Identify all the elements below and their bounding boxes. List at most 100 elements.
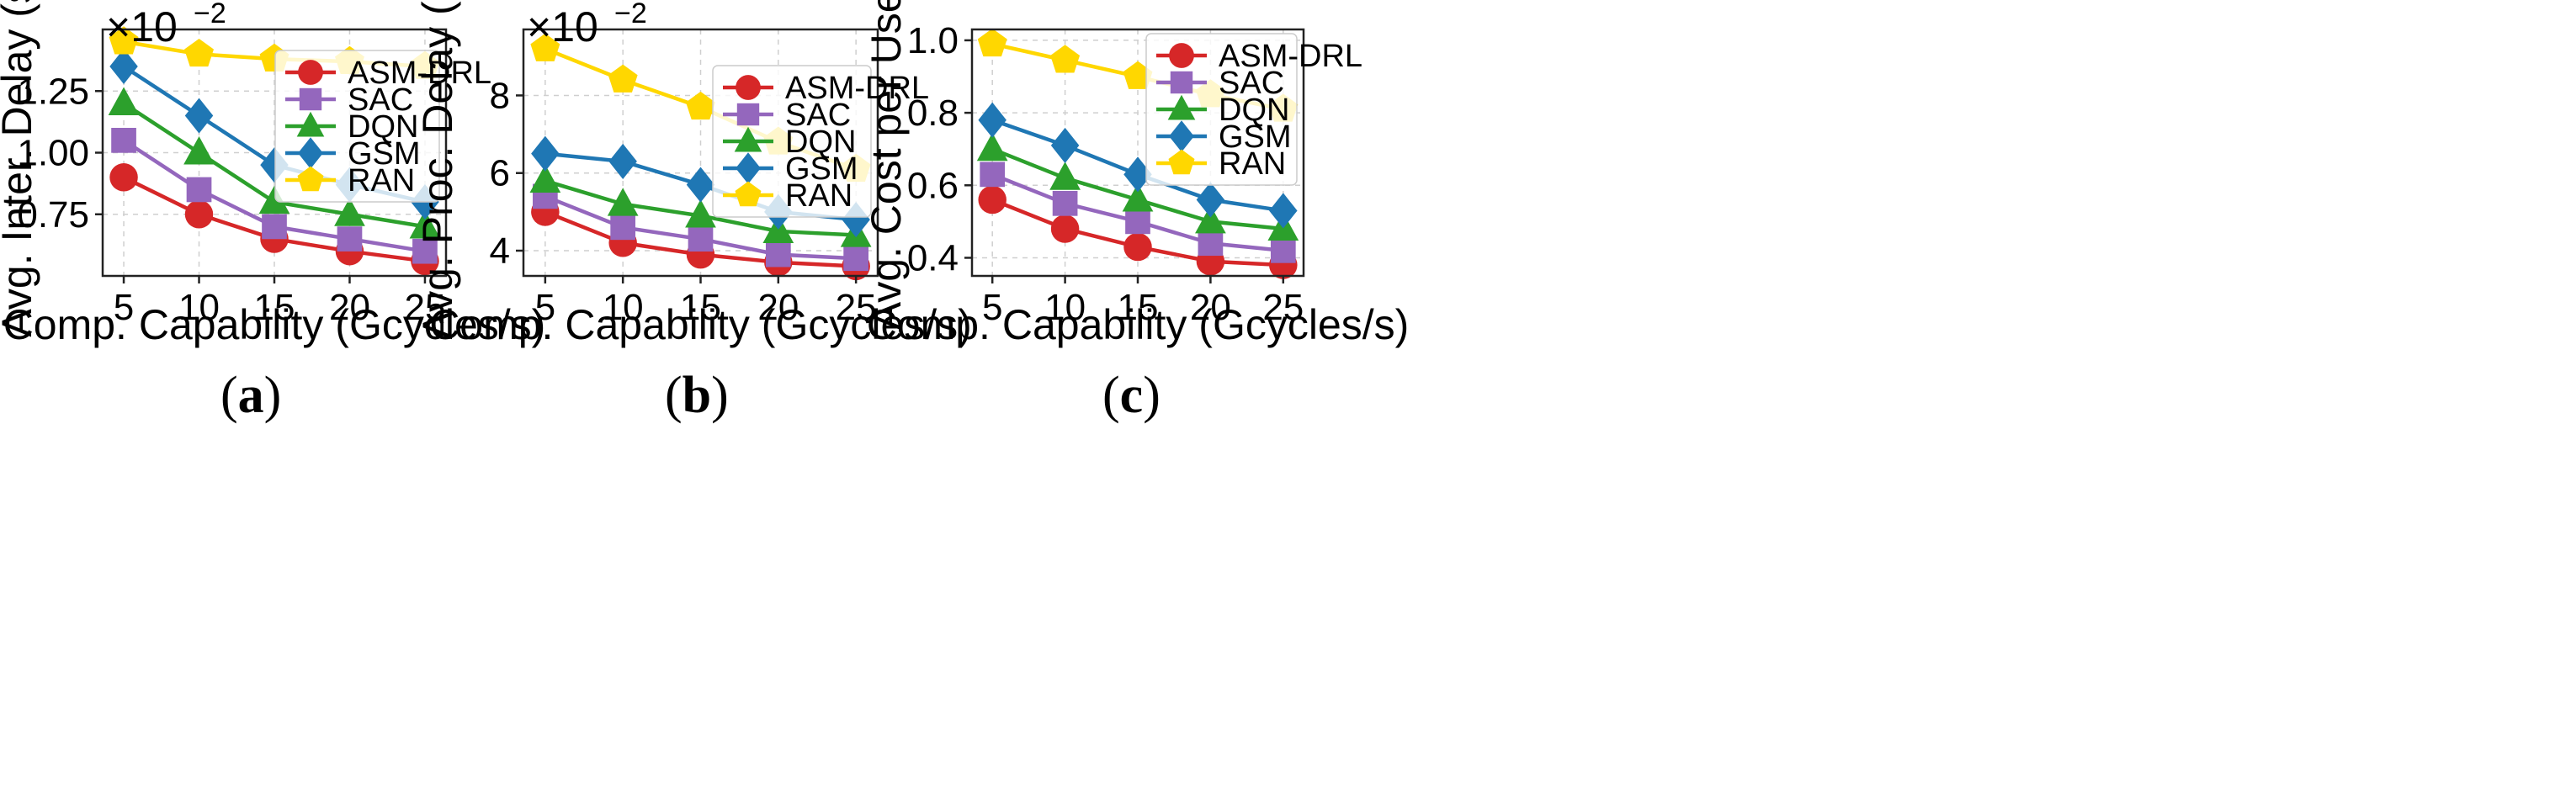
y-axis-multiplier: ×10 bbox=[106, 3, 178, 50]
caption-paren-open: ( bbox=[1102, 367, 1120, 424]
chart-panel-c: 5 10 15 20 25 0.4 0.6 0.8 1.0 Comp. Capability (G… bbox=[863, 0, 1409, 424]
legend-marker-gsm bbox=[1169, 120, 1194, 152]
x-tick-label: 5 bbox=[982, 287, 1002, 328]
legend-label: GSM bbox=[785, 151, 858, 187]
data-point-gsm bbox=[531, 135, 560, 172]
x-tick-label: 5 bbox=[114, 287, 134, 328]
x-tick-label: 15 bbox=[1118, 287, 1159, 328]
y-axis-label: Avg. Inter. Delay (s) bbox=[0, 0, 40, 337]
caption-paren-close: ) bbox=[264, 367, 282, 424]
x-axis-label: Comp. Capability (Gcycles/s) bbox=[867, 301, 1410, 348]
data-point-gsm bbox=[109, 48, 138, 85]
data-point-sac bbox=[980, 162, 1006, 188]
data-point-ran bbox=[530, 33, 560, 61]
x-tick-label: 20 bbox=[757, 287, 799, 328]
data-point-dqn bbox=[1122, 183, 1154, 212]
legend-marker-dqn bbox=[734, 126, 762, 152]
x-tick-label: 25 bbox=[1262, 287, 1304, 328]
data-point-dqn bbox=[976, 132, 1008, 162]
caption-letter: a bbox=[238, 367, 264, 424]
legend-marker-asm-drl bbox=[736, 75, 761, 100]
subfigure-caption: (a) bbox=[220, 367, 281, 424]
y-axis-multiplier-exponent: −2 bbox=[614, 0, 647, 29]
legend-label: RAN bbox=[785, 178, 852, 214]
y-axis-multiplier: ×10 bbox=[527, 3, 598, 50]
data-point-dqn bbox=[1195, 204, 1226, 234]
legend-label: RAN bbox=[1219, 146, 1286, 182]
legend-marker-asm-drl bbox=[298, 60, 323, 85]
data-point-ran bbox=[109, 26, 139, 55]
data-point-asm-drl bbox=[184, 200, 214, 229]
x-axis-label: Comp. Capability (Gcycles/s) bbox=[429, 301, 972, 348]
legend-marker-asm-drl bbox=[1169, 43, 1194, 68]
legend-marker-ran bbox=[297, 166, 324, 192]
legend-label: DQN bbox=[785, 124, 856, 160]
data-point-dqn bbox=[607, 188, 639, 216]
data-point-asm-drl bbox=[1123, 232, 1152, 262]
data-point-dqn bbox=[258, 185, 290, 214]
data-point-dqn bbox=[529, 164, 561, 193]
data-point-sac bbox=[1198, 230, 1224, 257]
legend-label: ASM-DRL bbox=[1219, 39, 1362, 74]
legend-marker-dqn bbox=[1167, 94, 1196, 120]
y-tick-label: 0.8 bbox=[907, 93, 959, 134]
x-tick-label: 10 bbox=[603, 287, 644, 328]
legend-marker-sac bbox=[1170, 71, 1193, 94]
data-point-sac bbox=[1125, 209, 1150, 235]
legend-label: SAC bbox=[1219, 66, 1284, 101]
data-point-dqn bbox=[183, 136, 215, 165]
data-point-sac bbox=[610, 214, 636, 241]
y-tick-label: 1.00 bbox=[17, 133, 89, 174]
caption-paren-close: ) bbox=[1143, 367, 1161, 424]
x-tick-label: 25 bbox=[836, 287, 877, 328]
data-point-gsm bbox=[184, 98, 214, 134]
data-point-gsm bbox=[1123, 156, 1152, 193]
data-point-sac bbox=[262, 214, 287, 240]
y-axis-label: Avg. Proc. Delay (s) bbox=[414, 0, 461, 339]
x-tick-label: 15 bbox=[254, 287, 295, 328]
legend-marker-ran bbox=[735, 181, 762, 207]
legend-label: RAN bbox=[348, 163, 415, 199]
data-point-gsm bbox=[1196, 182, 1225, 218]
subfigure-caption: (b) bbox=[665, 367, 729, 424]
data-point-sac bbox=[765, 241, 791, 267]
chart-panel-b: 5 10 15 20 25 4 6 8 Comp. Capability (Gcycles/s)… bbox=[414, 0, 972, 424]
x-tick-label: 10 bbox=[178, 287, 220, 328]
y-axis-label: Avg. Cost per User bbox=[863, 0, 910, 330]
legend-marker-ran bbox=[1168, 149, 1195, 175]
data-point-ran bbox=[977, 28, 1007, 57]
data-point-gsm bbox=[1269, 193, 1298, 229]
caption-letter: c bbox=[1120, 367, 1144, 424]
x-tick-label: 5 bbox=[535, 287, 555, 328]
data-point-dqn bbox=[334, 198, 365, 226]
data-point-ran bbox=[686, 91, 715, 120]
x-tick-label: 10 bbox=[1044, 287, 1086, 328]
legend-label: ASM-DRL bbox=[348, 56, 491, 91]
data-point-dqn bbox=[108, 87, 140, 115]
data-point-sac bbox=[1270, 237, 1296, 263]
caption-paren-open: ( bbox=[220, 367, 238, 424]
legend-label: GSM bbox=[1219, 119, 1292, 155]
legend-label: DQN bbox=[348, 109, 418, 145]
y-tick-label: 4 bbox=[490, 230, 510, 272]
data-point-ran bbox=[1123, 61, 1153, 89]
data-point-sac bbox=[688, 226, 714, 252]
legend-label: GSM bbox=[348, 136, 421, 172]
data-point-asm-drl bbox=[1050, 214, 1080, 243]
caption-letter: b bbox=[683, 367, 711, 424]
data-point-gsm bbox=[978, 102, 1006, 138]
legend-marker-sac bbox=[299, 87, 322, 111]
data-point-asm-drl bbox=[109, 163, 138, 192]
data-point-dqn bbox=[1049, 162, 1081, 190]
legend-label: ASM-DRL bbox=[785, 71, 929, 106]
data-point-sac bbox=[337, 226, 363, 252]
data-point-gsm bbox=[1050, 127, 1080, 163]
chart-panel-a: 5 10 15 20 25 0.75 1.00 1.25 Comp. Capability (G… bbox=[0, 0, 545, 424]
data-point-gsm bbox=[686, 167, 715, 203]
legend-marker-gsm bbox=[736, 152, 761, 184]
x-tick-label: 20 bbox=[329, 287, 370, 328]
